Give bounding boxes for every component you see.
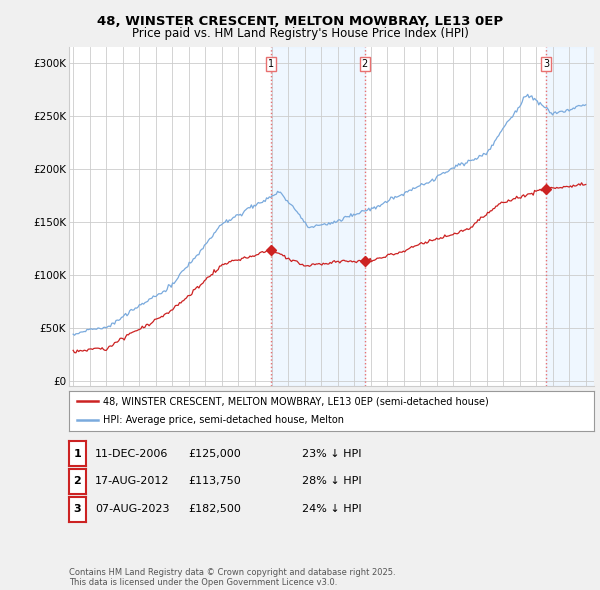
Text: £113,750: £113,750 [188, 477, 241, 486]
Text: 17-AUG-2012: 17-AUG-2012 [95, 477, 169, 486]
Text: 1: 1 [268, 59, 274, 69]
Text: Contains HM Land Registry data © Crown copyright and database right 2025.
This d: Contains HM Land Registry data © Crown c… [69, 568, 395, 587]
Text: 48, WINSTER CRESCENT, MELTON MOWBRAY, LE13 0EP (semi-detached house): 48, WINSTER CRESCENT, MELTON MOWBRAY, LE… [103, 396, 489, 407]
Text: 3: 3 [543, 59, 549, 69]
Text: 1: 1 [74, 449, 81, 458]
Text: £182,500: £182,500 [188, 504, 241, 514]
Text: 48, WINSTER CRESCENT, MELTON MOWBRAY, LE13 0EP: 48, WINSTER CRESCENT, MELTON MOWBRAY, LE… [97, 15, 503, 28]
Text: Price paid vs. HM Land Registry's House Price Index (HPI): Price paid vs. HM Land Registry's House … [131, 27, 469, 40]
Text: HPI: Average price, semi-detached house, Melton: HPI: Average price, semi-detached house,… [103, 415, 344, 425]
Bar [271, 47, 365, 386]
Text: 2: 2 [74, 477, 81, 486]
Text: 23% ↓ HPI: 23% ↓ HPI [302, 449, 361, 458]
Text: 11-DEC-2006: 11-DEC-2006 [95, 449, 168, 458]
Text: 3: 3 [74, 504, 81, 514]
Text: 07-AUG-2023: 07-AUG-2023 [95, 504, 169, 514]
Text: 2: 2 [362, 59, 368, 69]
Bar [546, 47, 594, 386]
Text: 24% ↓ HPI: 24% ↓ HPI [302, 504, 361, 514]
Text: 28% ↓ HPI: 28% ↓ HPI [302, 477, 361, 486]
Text: £125,000: £125,000 [188, 449, 241, 458]
